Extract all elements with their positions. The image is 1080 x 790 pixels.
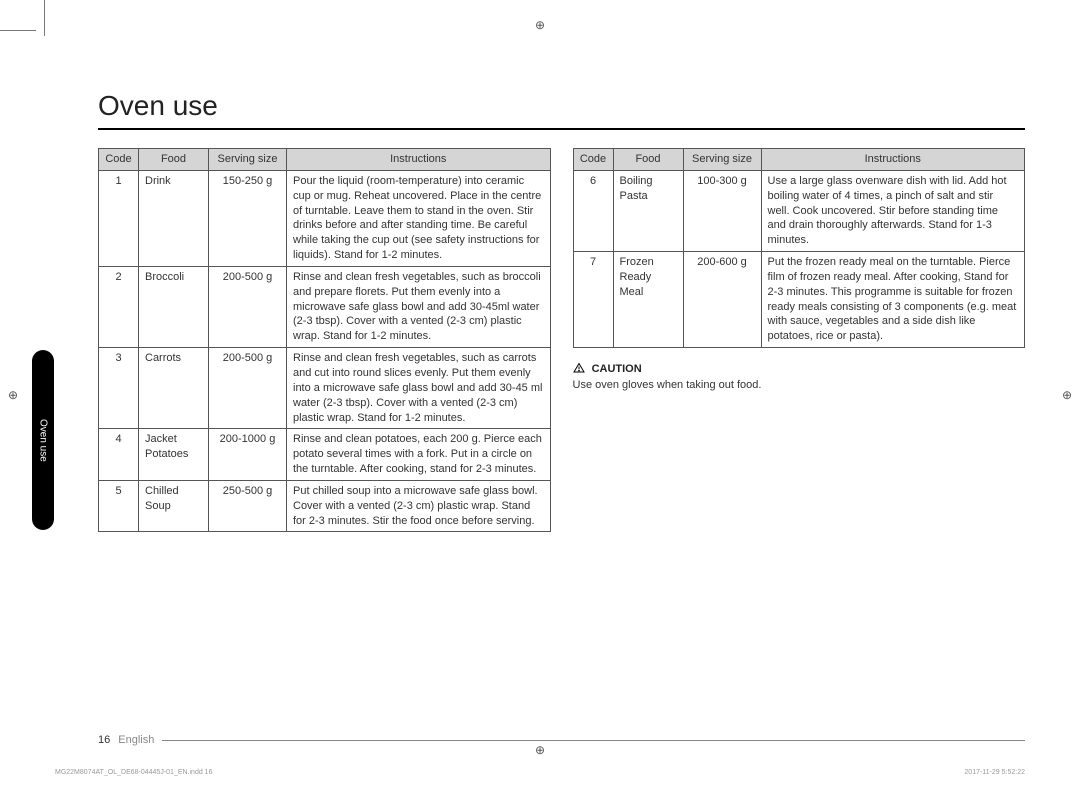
page-number: 16	[98, 734, 110, 746]
right-column: Code Food Serving size Instructions 6Boi…	[573, 148, 1026, 532]
cell-food: Chilled Soup	[139, 480, 209, 532]
imprint-filename: MG22M8074AT_OL_DE68-04445J-01_EN.indd 16	[55, 769, 212, 776]
col-instr: Instructions	[287, 149, 551, 171]
cell-size: 200-1000 g	[209, 429, 287, 481]
cell-food: Frozen Ready Meal	[613, 252, 683, 348]
cell-code: 7	[573, 252, 613, 348]
col-instr: Instructions	[761, 149, 1025, 171]
cell-food: Jacket Potatoes	[139, 429, 209, 481]
page-title: Oven use	[98, 90, 1025, 122]
cell-size: 200-600 g	[683, 252, 761, 348]
cell-code: 1	[99, 170, 139, 266]
cell-size: 100-300 g	[683, 170, 761, 251]
cell-instructions: Use a large glass ovenware dish with lid…	[761, 170, 1025, 251]
two-column-layout: Code Food Serving size Instructions 1Dri…	[98, 148, 1025, 532]
cell-food: Boiling Pasta	[613, 170, 683, 251]
col-food: Food	[139, 149, 209, 171]
cooking-table-left: Code Food Serving size Instructions 1Dri…	[98, 148, 551, 532]
table-row: 2Broccoli200-500 gRinse and clean fresh …	[99, 266, 551, 347]
cell-size: 250-500 g	[209, 480, 287, 532]
cell-instructions: Put chilled soup into a microwave safe g…	[287, 480, 551, 532]
col-size: Serving size	[209, 149, 287, 171]
cell-size: 150-250 g	[209, 170, 287, 266]
page-language: English	[118, 734, 154, 746]
col-size: Serving size	[683, 149, 761, 171]
footer-rule	[162, 740, 1025, 741]
caution-icon	[573, 362, 585, 375]
cell-code: 6	[573, 170, 613, 251]
caution-label: CAUTION	[592, 363, 642, 375]
cell-code: 5	[99, 480, 139, 532]
cell-food: Broccoli	[139, 266, 209, 347]
col-code: Code	[99, 149, 139, 171]
cell-food: Drink	[139, 170, 209, 266]
cell-instructions: Rinse and clean fresh vegetables, such a…	[287, 266, 551, 347]
cell-food: Carrots	[139, 348, 209, 429]
cell-code: 2	[99, 266, 139, 347]
page-content: Oven use Code Food Serving size Instruct…	[0, 0, 1080, 790]
table-row: 7Frozen Ready Meal200-600 gPut the froze…	[573, 252, 1025, 348]
table-header-row: Code Food Serving size Instructions	[573, 149, 1025, 171]
table-row: 1Drink150-250 gPour the liquid (room-tem…	[99, 170, 551, 266]
cell-code: 4	[99, 429, 139, 481]
cell-instructions: Rinse and clean potatoes, each 200 g. Pi…	[287, 429, 551, 481]
col-code: Code	[573, 149, 613, 171]
left-column: Code Food Serving size Instructions 1Dri…	[98, 148, 551, 532]
table-row: 6Boiling Pasta100-300 gUse a large glass…	[573, 170, 1025, 251]
caution-heading: CAUTION	[573, 362, 1026, 375]
cell-size: 200-500 g	[209, 348, 287, 429]
table-row: 3Carrots200-500 gRinse and clean fresh v…	[99, 348, 551, 429]
cell-instructions: Put the frozen ready meal on the turntab…	[761, 252, 1025, 348]
table-row: 4Jacket Potatoes200-1000 gRinse and clea…	[99, 429, 551, 481]
page-footer: 16 English	[98, 734, 1025, 746]
cell-size: 200-500 g	[209, 266, 287, 347]
caution-text: Use oven gloves when taking out food.	[573, 379, 1026, 391]
table-header-row: Code Food Serving size Instructions	[99, 149, 551, 171]
cell-instructions: Pour the liquid (room-temperature) into …	[287, 170, 551, 266]
table-row: 5Chilled Soup250-500 gPut chilled soup i…	[99, 480, 551, 532]
title-rule	[98, 128, 1025, 130]
cooking-table-right: Code Food Serving size Instructions 6Boi…	[573, 148, 1026, 348]
cell-instructions: Rinse and clean fresh vegetables, such a…	[287, 348, 551, 429]
cell-code: 3	[99, 348, 139, 429]
col-food: Food	[613, 149, 683, 171]
imprint-footer: MG22M8074AT_OL_DE68-04445J-01_EN.indd 16…	[55, 769, 1025, 776]
imprint-timestamp: 2017-11-29 5:52:22	[964, 769, 1025, 776]
